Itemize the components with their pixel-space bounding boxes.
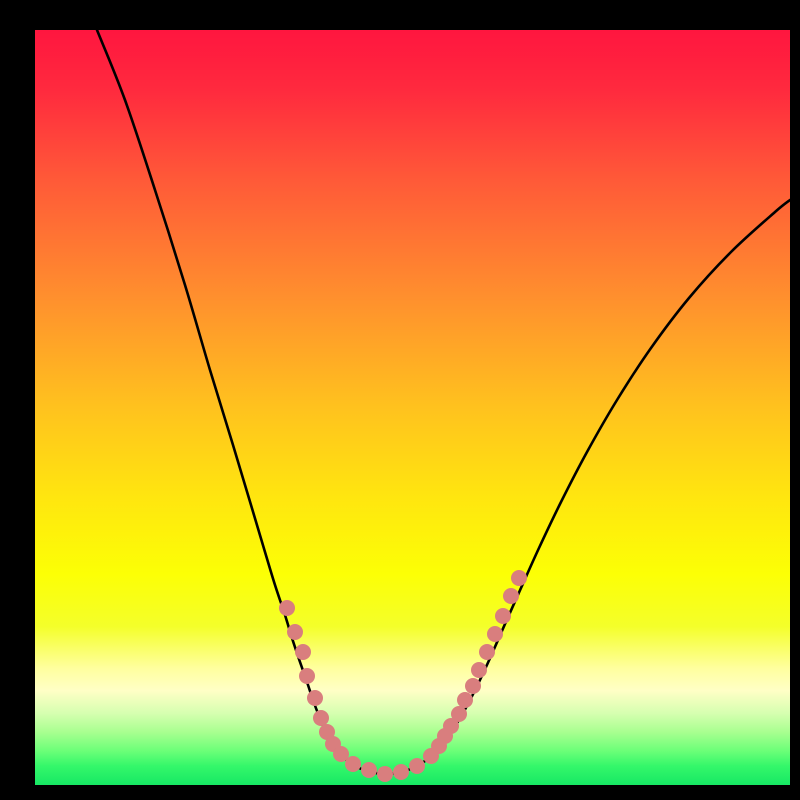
data-point-dot	[295, 644, 311, 660]
data-point-dot	[479, 644, 495, 660]
data-point-dot	[503, 588, 519, 604]
plot-area	[35, 30, 790, 785]
data-point-dot	[409, 758, 425, 774]
data-point-dot	[465, 678, 481, 694]
data-point-dot	[299, 668, 315, 684]
data-point-dot	[377, 766, 393, 782]
dot-cluster-left	[279, 600, 439, 782]
data-point-dot	[511, 570, 527, 586]
data-point-dot	[451, 706, 467, 722]
data-point-dot	[471, 662, 487, 678]
data-point-dot	[361, 762, 377, 778]
data-point-dot	[457, 692, 473, 708]
bottleneck-curve-layer	[35, 30, 790, 785]
dot-cluster-right	[431, 570, 527, 754]
data-point-dot	[345, 756, 361, 772]
data-point-dot	[313, 710, 329, 726]
frame-left	[0, 0, 35, 800]
frame-bottom	[0, 785, 800, 800]
data-point-dot	[287, 624, 303, 640]
data-point-dot	[393, 764, 409, 780]
data-point-dot	[487, 626, 503, 642]
data-point-dot	[307, 690, 323, 706]
bottleneck-curve-path	[97, 30, 790, 774]
frame-top	[0, 0, 800, 30]
data-point-dot	[279, 600, 295, 616]
frame-right	[790, 0, 800, 800]
data-point-dot	[495, 608, 511, 624]
